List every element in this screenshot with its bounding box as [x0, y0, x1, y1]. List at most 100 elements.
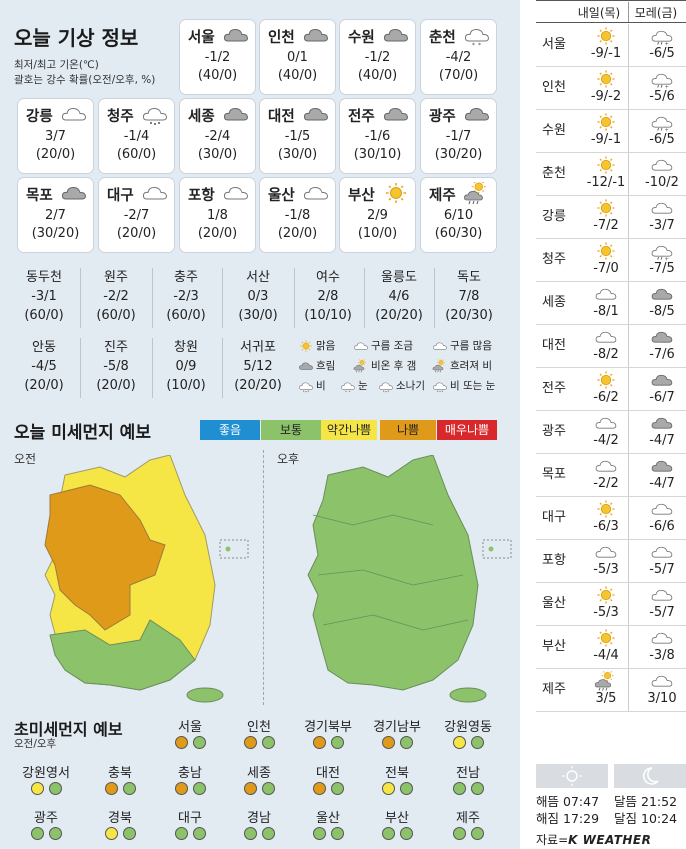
forecast-col-divider	[628, 325, 629, 367]
forecast-col-divider	[628, 24, 629, 66]
forecast-icon-dayafter	[650, 499, 674, 519]
pm25-city: 강원영동	[436, 716, 500, 749]
svg-text:+: +	[665, 256, 669, 261]
weather-icon-slot	[463, 179, 491, 205]
snowrain-icon: +	[651, 116, 673, 133]
pm25-city-name: 대전	[316, 766, 340, 781]
moonset-time: 10:24	[641, 811, 678, 826]
pm25-city-name: 경북	[108, 811, 132, 826]
city-prob: (40/0)	[357, 68, 398, 83]
weather-icon-slot	[141, 103, 169, 125]
forecast-icon-dayafter	[650, 628, 674, 648]
moon-times: 달뜸 21:52 달짐 10:24	[614, 793, 677, 827]
forecast-icon-tomorrow	[594, 585, 618, 605]
snow-icon: * *	[341, 382, 355, 393]
small-city-temp: 2/8	[317, 289, 339, 304]
sunset-time: 17:29	[563, 811, 600, 826]
forecast-temp-dayafter: -10/2	[645, 175, 679, 190]
pm25-city-name: 강원영동	[444, 720, 492, 735]
small-city-name: 충주	[174, 270, 198, 285]
small-city-name: 서귀포	[240, 340, 276, 355]
snowrain-icon: +	[651, 245, 673, 262]
city-temp: 1/8	[207, 208, 228, 223]
forecast-city: 서울	[542, 37, 566, 52]
city-card: 포항 1/8 (20/0)	[180, 178, 255, 252]
forecast-icon-tomorrow	[594, 26, 618, 46]
city-prob: (20/0)	[277, 226, 318, 241]
small-city-prob: (20/20)	[375, 308, 423, 323]
cloudy-icon	[464, 107, 490, 121]
city-name: 울산	[268, 188, 295, 204]
small-city-prob: (20/30)	[445, 308, 493, 323]
city-prob: (30/20)	[434, 147, 483, 162]
forecast-col-divider	[628, 583, 629, 625]
pm25-pm-dot	[48, 782, 62, 795]
svg-text:*: *	[472, 42, 475, 46]
city-card: 목포 2/7 (30/20)	[18, 178, 93, 252]
cloudy-icon	[651, 374, 673, 386]
city-card: 전주 -1/6 (30/10)	[340, 99, 415, 173]
grid-divider	[222, 268, 223, 328]
forecast-icon-tomorrow	[594, 284, 618, 304]
forecast-city: 목포	[542, 467, 566, 482]
city-card: 강릉 3/7 (20/0)	[18, 99, 93, 173]
partly-icon	[651, 202, 673, 214]
forecast-temp-dayafter: -6/7	[649, 390, 675, 405]
sun-box	[536, 764, 608, 788]
legend-item: 흐림	[298, 358, 335, 373]
forecast-temp-dayafter: -4/7	[649, 433, 675, 448]
grid-divider	[434, 268, 435, 328]
forecast-row: 강릉 -7/2 -3/7	[536, 196, 686, 239]
forecast-icon-tomorrow	[594, 456, 618, 476]
small-city-name: 원주	[104, 270, 128, 285]
pm25-pm-dot	[48, 827, 62, 840]
city-card: 광주 -1/7 (30/20)	[421, 99, 496, 173]
city-prob: (70/0)	[438, 68, 479, 83]
forecast-col-divider	[628, 282, 629, 324]
pm25-am-dot	[381, 827, 395, 840]
pm25-city: 충남	[158, 762, 222, 795]
dust-level-badge: 나쁨	[380, 420, 436, 440]
am-bad-region	[44, 484, 166, 631]
city-name: 세종	[188, 109, 215, 125]
forecast-icon-dayafter	[650, 284, 674, 304]
small-city-prob: (10/10)	[304, 308, 352, 323]
small-city: 안동 -4/5 (20/0)	[10, 336, 78, 400]
sun-icon	[597, 156, 615, 174]
forecast-icon-dayafter	[650, 413, 674, 433]
forecast-temp-tomorrow: -7/2	[593, 218, 619, 233]
svg-text:+: +	[665, 84, 669, 89]
city-card: 세종 -2/4 (30/0)	[180, 99, 255, 173]
forecast-temp-tomorrow: -9/-1	[590, 132, 622, 147]
pm25-city-name: 경남	[247, 811, 271, 826]
forecast-row: 제주 3/5 3/10	[536, 669, 686, 712]
forecast-icon-tomorrow	[594, 628, 618, 648]
forecast-row: 인천 -9/-2 + -5/6	[536, 67, 686, 110]
legend-label: 흐림	[316, 360, 336, 372]
pm25-city: 경북	[88, 807, 152, 840]
cloudy-icon	[651, 417, 673, 429]
forecast-icon-dayafter	[650, 456, 674, 476]
city-prob: (20/0)	[116, 226, 157, 241]
sun-icon	[597, 113, 615, 131]
partly-icon	[595, 288, 617, 300]
pm-base-region	[307, 455, 479, 691]
cloudy-icon	[61, 186, 87, 200]
city-prob: (30/0)	[277, 147, 318, 162]
forecast-row: 전주 -6/2 -6/7	[536, 368, 686, 411]
partly-icon	[651, 632, 673, 644]
pm25-city: 부산	[365, 807, 429, 840]
legend-icon	[298, 379, 314, 393]
forecast-temp-dayafter: -5/7	[649, 605, 675, 620]
weather-icon-slot	[382, 103, 410, 125]
forecast-col-divider	[628, 669, 629, 711]
forecast-city: 대전	[542, 338, 566, 353]
legend-icon	[298, 359, 314, 373]
legend-label: 구름 조금	[371, 340, 413, 352]
small-city-prob: (20/20)	[234, 378, 282, 393]
pm25-pm-dot	[399, 782, 413, 795]
city-card: 대전 -1/5 (30/0)	[260, 99, 335, 173]
forecast-icon-dayafter	[650, 327, 674, 347]
pm-jeju-island	[449, 687, 487, 703]
cloudy-icon	[651, 331, 673, 343]
